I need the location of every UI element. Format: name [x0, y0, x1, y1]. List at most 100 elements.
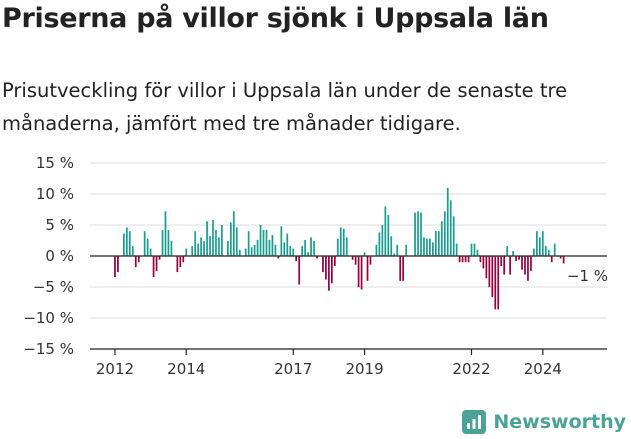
bar	[538, 237, 541, 256]
bar	[170, 241, 173, 256]
bar	[482, 256, 485, 269]
bar	[339, 227, 342, 256]
bar	[146, 238, 149, 256]
bar	[307, 252, 309, 256]
bar	[399, 256, 402, 281]
bar	[497, 256, 500, 310]
bar	[137, 256, 140, 263]
bar	[298, 256, 301, 285]
bar	[446, 187, 449, 256]
bar	[440, 221, 443, 256]
bar	[378, 232, 381, 256]
bar	[212, 220, 214, 256]
bar	[363, 252, 366, 256]
bar	[206, 221, 208, 256]
bar	[512, 251, 514, 256]
bar	[506, 246, 509, 256]
x-tick-label: 2012	[96, 360, 134, 378]
bar	[283, 242, 286, 256]
bar	[134, 256, 137, 268]
bar	[227, 241, 229, 256]
bar	[515, 256, 517, 261]
bar	[553, 243, 556, 256]
newsworthy-logo-icon	[462, 410, 487, 434]
bar	[271, 234, 274, 256]
bar	[509, 256, 511, 275]
bar	[256, 239, 259, 256]
x-tick-label: 2017	[274, 360, 312, 378]
brand: Newsworthy	[462, 408, 626, 436]
bar	[336, 238, 339, 256]
x-tick-labels: 2012 2014 2017 2019 2022 2024	[96, 349, 562, 378]
bar	[143, 231, 146, 256]
bar	[221, 225, 223, 256]
bar	[417, 211, 419, 256]
bar	[503, 256, 506, 275]
bar	[203, 241, 205, 256]
bar	[229, 222, 232, 256]
bar	[455, 243, 458, 256]
bar	[280, 226, 283, 256]
bar	[218, 237, 220, 256]
page-subtitle: Prisutveckling för villor i Uppsala län …	[2, 79, 568, 135]
bar	[375, 244, 378, 256]
bar	[521, 256, 523, 270]
bar	[182, 256, 185, 263]
bar	[167, 229, 170, 256]
bar	[547, 249, 550, 256]
bar	[494, 256, 497, 310]
bar	[434, 231, 437, 256]
bar	[235, 227, 238, 256]
bar	[274, 244, 277, 256]
bar	[491, 256, 494, 297]
bar	[527, 256, 529, 281]
bar	[414, 212, 416, 256]
bar	[286, 233, 289, 256]
bar	[369, 256, 372, 265]
y-tick-label: −15 %	[23, 340, 74, 358]
bar	[562, 256, 565, 264]
bar	[215, 229, 217, 256]
bar	[289, 246, 292, 256]
bar	[301, 246, 304, 256]
bar	[342, 228, 345, 256]
bar	[277, 256, 280, 259]
y-tick-label: 10 %	[36, 185, 74, 203]
bar	[390, 236, 393, 256]
bar	[328, 256, 330, 291]
bar	[473, 243, 476, 256]
bar	[470, 243, 473, 256]
bar	[244, 248, 247, 256]
bar	[500, 256, 503, 266]
bar	[268, 239, 271, 256]
bar	[423, 237, 425, 256]
bar	[125, 227, 128, 256]
bar	[345, 237, 348, 256]
bar	[461, 256, 464, 263]
bar	[209, 236, 211, 256]
bar	[479, 256, 482, 263]
bar	[179, 256, 182, 268]
bar	[152, 256, 155, 278]
bar	[536, 231, 538, 256]
bar	[357, 256, 360, 287]
bar	[393, 253, 396, 256]
bar	[117, 256, 119, 273]
y-tick-label: 15 %	[36, 154, 74, 172]
bar	[476, 249, 479, 256]
bar	[449, 200, 452, 256]
bar	[458, 256, 461, 263]
x-tick-label: 2024	[524, 360, 562, 378]
bar	[238, 249, 241, 256]
bar	[259, 225, 262, 256]
bar	[402, 256, 405, 281]
bar	[366, 256, 369, 281]
bar	[384, 206, 387, 256]
bar	[432, 242, 434, 256]
brand-name: Newsworthy	[493, 411, 626, 433]
y-tick-label: 0 %	[45, 247, 74, 265]
bar	[333, 256, 336, 266]
bar	[295, 256, 298, 261]
bar	[429, 238, 431, 256]
bar	[524, 256, 526, 275]
